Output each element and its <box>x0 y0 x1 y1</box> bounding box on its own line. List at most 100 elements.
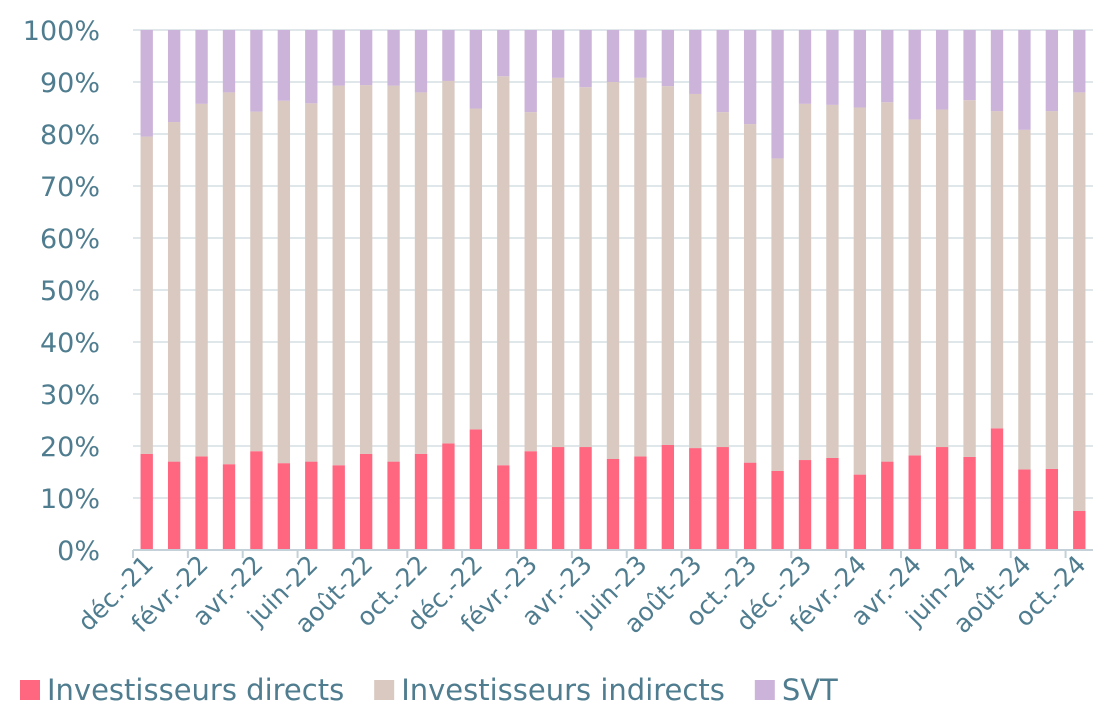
bar-segment <box>881 461 894 550</box>
bar-segment <box>222 30 236 93</box>
bar-segment <box>990 111 1004 429</box>
bar-segment <box>195 103 208 457</box>
legend-swatch <box>20 680 40 700</box>
bar-segment <box>771 158 784 471</box>
bar-segment <box>332 30 345 86</box>
bar-segment <box>798 460 812 550</box>
y-axis-ticks: 0% 10% 20% 30% 40% 50% 60% 70% 80% 90% 100% <box>23 16 100 567</box>
legend-swatch <box>374 680 395 700</box>
bar-segment <box>743 124 757 463</box>
bar-segment <box>853 107 867 475</box>
bar-segment <box>963 30 976 101</box>
bar-segment <box>414 92 428 454</box>
bar-segment <box>387 30 400 86</box>
bar-segment <box>250 451 263 550</box>
bar-segment <box>579 30 592 88</box>
bar-segment <box>771 30 784 159</box>
bar-segment <box>195 30 208 104</box>
bar-segment <box>634 456 647 550</box>
bar-segment <box>661 86 675 445</box>
legend-label: SVT <box>782 673 838 707</box>
axes <box>132 549 1093 558</box>
bar-segment <box>935 30 949 110</box>
y-tick-label: 90% <box>40 68 100 99</box>
bar-segment <box>908 30 921 120</box>
bar-segment <box>963 100 976 457</box>
bar-segment <box>963 456 976 550</box>
bar-segment <box>359 453 373 550</box>
bar-segment <box>826 30 839 105</box>
bar-segment <box>1018 129 1031 470</box>
bar-segment <box>579 447 592 550</box>
bar-segment <box>1073 30 1086 93</box>
y-tick-label: 20% <box>40 432 100 463</box>
bar-segment <box>414 30 428 93</box>
bar-segment <box>881 102 894 462</box>
bar-segment <box>277 30 291 101</box>
bar-segment <box>1045 111 1059 469</box>
bar-segment <box>908 119 921 456</box>
bar-segment <box>332 85 345 466</box>
y-tick-label: 80% <box>40 120 100 151</box>
legend-swatch <box>754 680 775 700</box>
bar-segment <box>442 80 455 444</box>
bar-segment <box>1045 468 1059 550</box>
bar-segment <box>853 474 867 550</box>
bar-segment <box>716 30 729 113</box>
bar-segment <box>689 30 702 94</box>
bar-segment <box>661 30 675 87</box>
bar-segment <box>140 453 153 550</box>
bar-segment <box>798 103 812 461</box>
bar-segment <box>990 428 1004 550</box>
bar-segment <box>1073 92 1086 512</box>
bar-segment <box>140 30 153 137</box>
bar-segment <box>716 112 729 448</box>
y-tick-label: 0% <box>57 536 100 567</box>
bar-segment <box>908 455 921 550</box>
bar-segment <box>935 109 949 448</box>
bar-segment <box>469 108 483 430</box>
bar-segment <box>442 30 455 81</box>
bar-segment <box>497 30 510 77</box>
bar-segment <box>634 30 647 78</box>
bar-segment <box>524 451 537 550</box>
y-tick-label: 30% <box>40 380 100 411</box>
bar-segment <box>771 470 784 550</box>
bar-segment <box>167 122 181 462</box>
bar-segment <box>689 448 702 550</box>
bar-segment <box>359 30 373 86</box>
bar-segment <box>579 87 592 448</box>
bar-segment <box>167 461 181 550</box>
bar-segment <box>606 459 620 550</box>
bar-segment <box>497 76 510 466</box>
bar-segment <box>222 92 236 465</box>
bar-segment <box>167 30 181 123</box>
bar-segment <box>826 104 839 458</box>
bar-segment <box>305 103 318 462</box>
bar-segment <box>250 111 263 452</box>
bar-segment <box>414 453 428 550</box>
bar-segment <box>743 30 757 125</box>
x-axis-ticks: déc.-21févr.-22avr.-22juin-22août-22oct.… <box>72 550 1091 639</box>
bar-segment <box>551 447 565 550</box>
bar-segment <box>990 30 1004 112</box>
bars <box>140 30 1086 550</box>
y-tick-label: 100% <box>23 16 100 47</box>
bar-segment <box>387 85 400 462</box>
bar-segment <box>1045 30 1059 112</box>
y-tick-label: 10% <box>40 484 100 515</box>
bar-segment <box>798 30 812 104</box>
bar-segment <box>935 447 949 550</box>
bar-segment <box>277 463 291 550</box>
bar-segment <box>195 456 208 550</box>
bar-segment <box>661 444 675 550</box>
bar-segment <box>826 457 839 550</box>
bar-segment <box>716 447 729 550</box>
bar-segment <box>1073 511 1086 550</box>
bar-segment <box>305 30 318 104</box>
bar-segment <box>551 30 565 78</box>
bar-segment <box>140 136 153 454</box>
bar-segment <box>359 85 373 454</box>
